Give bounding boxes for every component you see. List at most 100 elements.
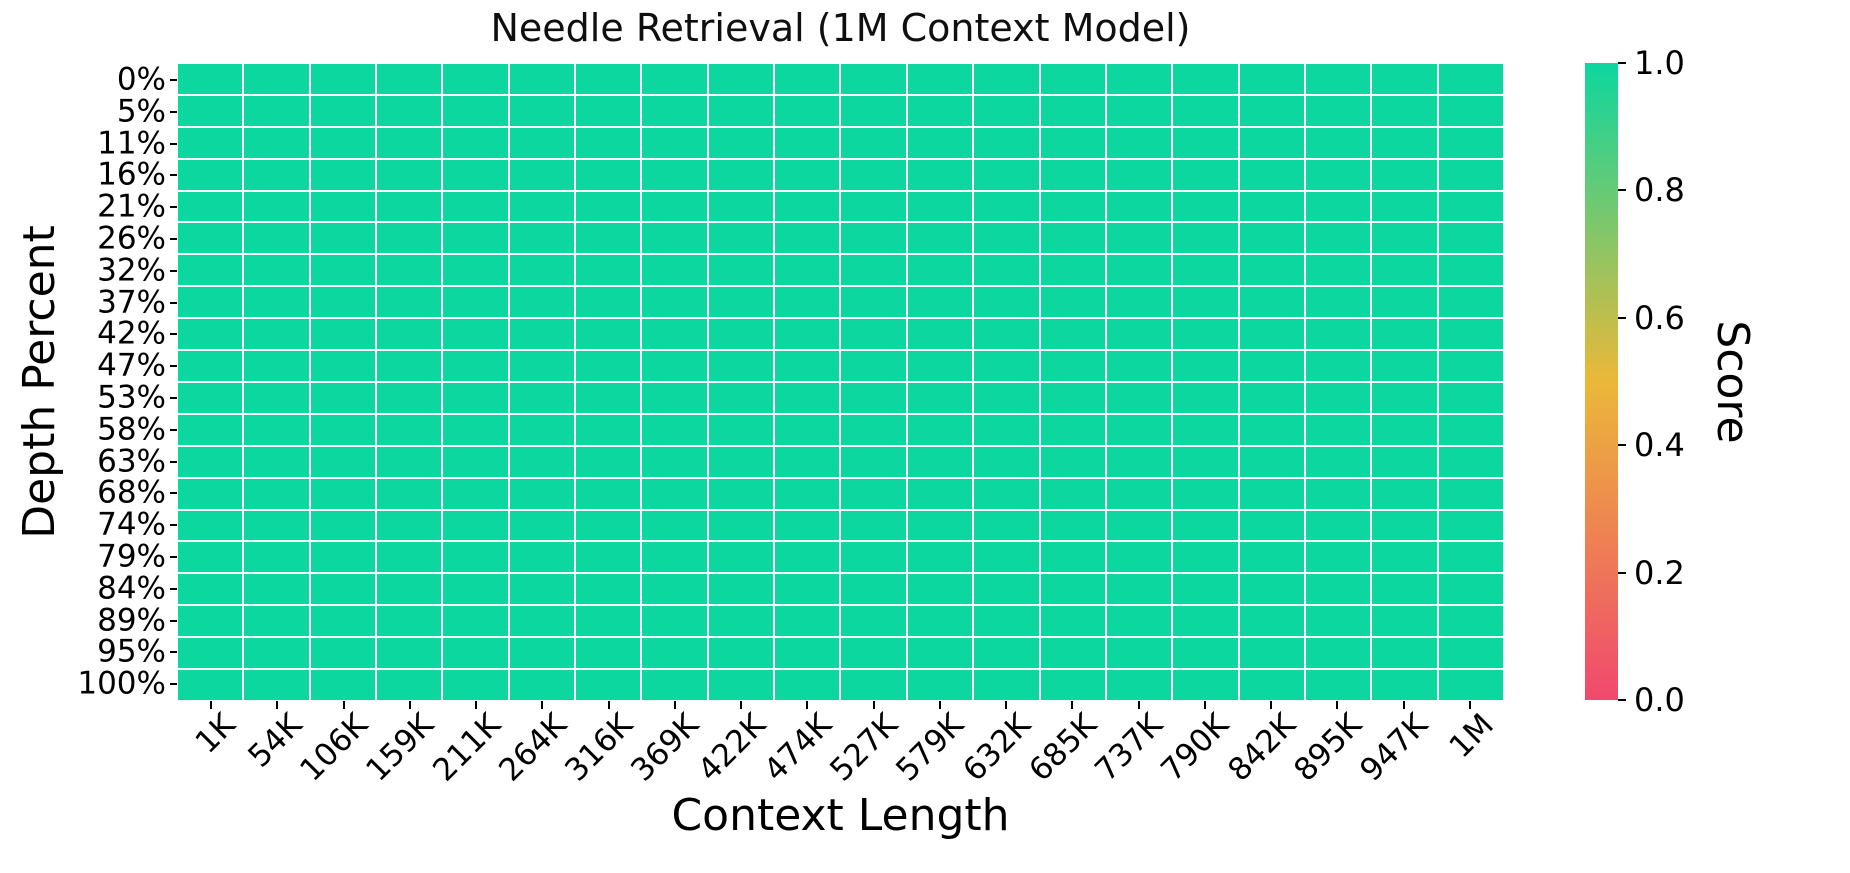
heatmap-cell <box>642 319 707 350</box>
heatmap-cell <box>907 446 973 477</box>
colorbar-tick-mark <box>1618 444 1626 447</box>
x-tick-label: 211K <box>425 706 508 789</box>
heatmap-cell <box>1106 191 1172 222</box>
heatmap-cell <box>1106 478 1172 509</box>
x-tick-label: 842K <box>1220 706 1303 789</box>
x-tick-mark <box>1203 701 1206 709</box>
heatmap-cell <box>1239 255 1304 286</box>
heatmap-cell <box>443 351 508 381</box>
heatmap-cell <box>841 95 906 126</box>
heatmap-cell <box>841 638 906 669</box>
y-tick-mark <box>170 555 177 558</box>
y-tick-label: 79% <box>97 538 166 575</box>
heatmap-cell <box>576 542 641 573</box>
heatmap-cell <box>974 414 1039 445</box>
heatmap-cell <box>1173 159 1238 190</box>
heatmap-cell <box>775 478 840 509</box>
colorbar-tick-label: 0.8 <box>1634 171 1685 210</box>
colorbar-gradient <box>1585 63 1618 700</box>
heatmap-cell <box>443 414 508 445</box>
heatmap-cell <box>841 414 906 445</box>
heatmap-cell <box>841 542 906 573</box>
heatmap-cell <box>642 638 707 669</box>
x-tick-label: 632K <box>955 706 1038 789</box>
heatmap-cell <box>377 670 442 700</box>
heatmap-cell <box>1438 446 1503 477</box>
heatmap-cell <box>244 351 309 381</box>
heatmap-cell <box>1173 638 1238 669</box>
heatmap-cell <box>1372 606 1437 637</box>
heatmap-cell <box>1372 478 1437 509</box>
heatmap-cell <box>509 64 575 94</box>
heatmap-cell <box>1438 414 1503 445</box>
heatmap-cell <box>708 64 774 94</box>
heatmap-cell <box>1106 319 1172 350</box>
heatmap-cell <box>642 223 707 254</box>
heatmap-cell <box>576 670 641 700</box>
heatmap-cell <box>907 606 973 637</box>
heatmap-cell <box>907 542 973 573</box>
y-tick-label: 26% <box>97 220 166 257</box>
heatmap-cell <box>244 478 309 509</box>
heatmap-cell <box>1040 223 1105 254</box>
heatmap-cell <box>377 223 442 254</box>
heatmap-cell <box>1438 638 1503 669</box>
heatmap-cell <box>244 319 309 350</box>
heatmap-cell <box>708 446 774 477</box>
y-tick-mark <box>170 396 177 399</box>
y-tick-mark <box>170 269 177 272</box>
heatmap-cell <box>1438 223 1503 254</box>
heatmap-cell <box>443 574 508 605</box>
heatmap-cell <box>244 638 309 669</box>
heatmap-cell <box>443 191 508 222</box>
heatmap-cell <box>509 127 575 158</box>
heatmap-cell <box>1040 638 1105 669</box>
x-tick-mark <box>408 701 411 709</box>
y-tick-mark <box>170 237 177 240</box>
heatmap-cell <box>1173 95 1238 126</box>
heatmap-cell <box>708 255 774 286</box>
heatmap-cell <box>178 510 243 541</box>
heatmap-cell <box>1040 382 1105 413</box>
colorbar-tick-label: 0.0 <box>1634 681 1685 719</box>
heatmap-cell <box>178 542 243 573</box>
heatmap-cell <box>443 255 508 286</box>
heatmap-cell <box>1372 382 1437 413</box>
y-tick-mark <box>170 428 177 431</box>
y-tick-mark <box>170 142 177 145</box>
heatmap-cell <box>708 638 774 669</box>
heatmap-cell <box>1305 127 1371 158</box>
y-tick-label: 74% <box>97 506 166 543</box>
y-tick-mark <box>170 301 177 304</box>
heatmap-cell <box>1305 670 1371 700</box>
heatmap-cell <box>377 255 442 286</box>
heatmap-cell <box>974 287 1039 318</box>
heatmap-cell <box>708 414 774 445</box>
heatmap-cell <box>841 223 906 254</box>
heatmap-cell <box>708 95 774 126</box>
heatmap-cell <box>178 127 243 158</box>
heatmap-cell <box>841 606 906 637</box>
heatmap-cell <box>244 606 309 637</box>
heatmap-cell <box>642 127 707 158</box>
heatmap-cell <box>841 127 906 158</box>
heatmap-cell <box>310 191 376 222</box>
heatmap-cell <box>642 542 707 573</box>
heatmap-cell <box>1372 287 1437 318</box>
heatmap-cell <box>1173 670 1238 700</box>
heatmap-cell <box>244 510 309 541</box>
heatmap-cell <box>1305 351 1371 381</box>
heatmap-cell <box>244 382 309 413</box>
heatmap-cell <box>178 191 243 222</box>
heatmap-cell <box>244 574 309 605</box>
colorbar-tick-mark <box>1618 316 1626 319</box>
heatmap-cell <box>1372 638 1437 669</box>
heatmap-cell <box>841 574 906 605</box>
heatmap-grid <box>178 64 1503 700</box>
colorbar-tick-mark <box>1618 571 1626 574</box>
heatmap-cell <box>1106 574 1172 605</box>
heatmap-cell <box>443 127 508 158</box>
x-tick-mark <box>210 701 213 709</box>
heatmap-cell <box>443 542 508 573</box>
heatmap-cell <box>907 670 973 700</box>
